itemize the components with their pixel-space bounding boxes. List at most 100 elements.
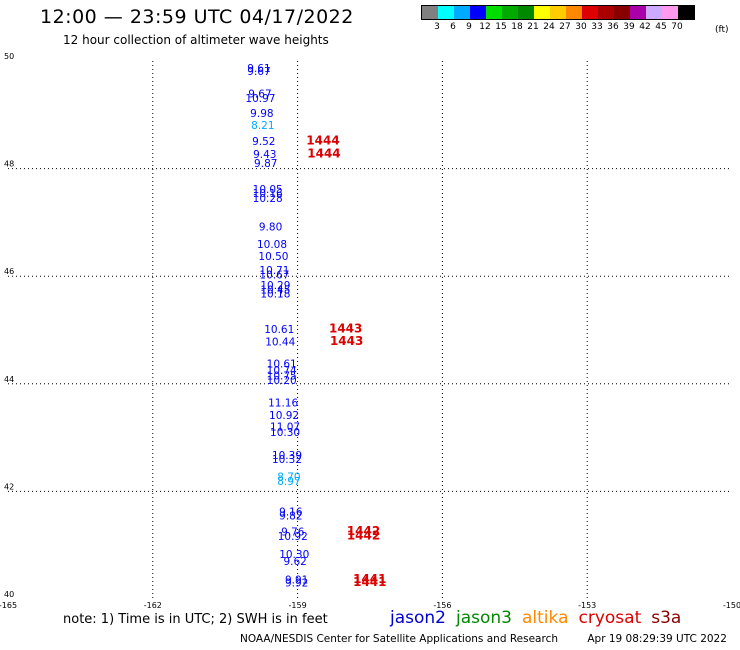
wave-height-value: 10.16 <box>253 188 283 200</box>
pass-number: 1442 <box>347 528 380 542</box>
wave-height-color-scale: 3 6 9 12 15 18 21 24 27 30 33 36 39 42 45 70 (ft) <box>421 5 729 35</box>
color-scale-label: 24 <box>543 22 555 32</box>
color-scale-swatch <box>678 6 694 19</box>
latitude-tick-label: 40 <box>4 590 14 599</box>
footer: NOAA/NESDIS Center for Satellite Applica… <box>240 633 727 645</box>
color-scale-swatch <box>486 6 502 19</box>
color-scale-label: 18 <box>511 22 523 32</box>
color-scale-swatches <box>421 5 695 20</box>
longitude-tick-label: -150 <box>723 601 740 610</box>
pass-number: 1441 <box>353 572 386 586</box>
mission-jason2: jason2 <box>390 608 446 628</box>
wave-height-value: 10.61 <box>264 324 294 336</box>
map-grid <box>8 61 732 599</box>
color-scale-swatch <box>630 6 646 19</box>
wave-height-value: 9.67 <box>247 66 270 78</box>
color-scale-label: 12 <box>479 22 491 32</box>
map-subtitle: 12 hour collection of altimeter wave hei… <box>63 33 329 47</box>
wave-height-value: 10.97 <box>245 93 275 105</box>
mission-s3a: s3a <box>651 608 682 628</box>
wave-height-value: 9.87 <box>254 158 277 170</box>
wave-height-value: 10.29 <box>260 280 290 292</box>
mission-legend: jason2 jason3 altika cryosat s3a <box>390 608 691 628</box>
color-scale-swatch <box>614 6 630 19</box>
wave-height-value: 10.45 <box>260 284 290 296</box>
color-scale-label: 9 <box>466 22 472 32</box>
color-scale-swatch <box>550 6 566 19</box>
latitude-tick-label: 44 <box>4 375 14 384</box>
latitude-tick-label: 42 <box>4 482 14 491</box>
wave-height-value: 10.71 <box>259 265 289 277</box>
color-scale-label: 33 <box>591 22 603 32</box>
color-scale-label: 21 <box>527 22 539 32</box>
color-scale-swatch <box>502 6 518 19</box>
wave-height-value: 9.61 <box>247 63 270 75</box>
wave-height-value: 10.50 <box>258 251 288 263</box>
map-title: 12:00 — 23:59 UTC 04/17/2022 <box>40 6 354 28</box>
color-scale-label: 6 <box>450 22 456 32</box>
wave-height-value: 8.70 <box>277 472 300 484</box>
pass-number: 1443 <box>329 322 362 336</box>
pass-number: 1444 <box>307 146 340 160</box>
color-scale-swatch <box>582 6 598 19</box>
wave-height-value: 10.18 <box>260 289 290 301</box>
color-scale-label: 3 <box>434 22 440 32</box>
color-scale-swatch <box>534 6 550 19</box>
wave-height-value: 10.30 <box>270 427 300 439</box>
wave-height-value: 11.16 <box>268 397 298 409</box>
wave-height-value: 10.75 <box>267 370 297 382</box>
color-scale-label: 42 <box>639 22 651 32</box>
units-note: note: 1) Time is in UTC; 2) SWH is in fe… <box>63 612 328 627</box>
latitude-tick-label: 46 <box>4 267 14 276</box>
color-scale-swatch <box>646 6 662 19</box>
wave-height-value: 11.07 <box>270 422 300 434</box>
color-scale-label: 45 <box>655 22 667 32</box>
wave-height-value: 10.05 <box>253 184 283 196</box>
wave-height-value: 10.39 <box>272 450 302 462</box>
color-scale-swatch <box>454 6 470 19</box>
color-scale-swatch <box>598 6 614 19</box>
wave-height-value: 10.08 <box>257 239 287 251</box>
wave-height-value: 10.61 <box>267 359 297 371</box>
longitude-tick-label: -159 <box>289 601 307 610</box>
wave-height-value: 10.44 <box>265 337 295 349</box>
wave-height-value: 9.76 <box>281 527 305 539</box>
wave-height-value: 10.32 <box>272 454 302 466</box>
wave-height-value: 9.16 <box>279 507 303 519</box>
pass-number: 1443 <box>330 334 363 348</box>
color-scale-swatch <box>518 6 534 19</box>
wave-height-value: 9.92 <box>285 578 308 590</box>
color-scale-swatch <box>566 6 582 19</box>
wave-height-value: 8.97 <box>277 476 300 488</box>
color-scale-label: 15 <box>495 22 507 32</box>
map-tick-labels: -165 -162 -159 -156 -153 -150 50 48 46 44 42 40 <box>0 52 740 610</box>
wave-height-observations: 9.619.679.6710.979.988.219.529.439.8710.… <box>245 63 309 590</box>
wave-height-value: 9.67 <box>248 89 271 101</box>
color-scale-label: 30 <box>575 22 587 32</box>
wave-height-value: 8.21 <box>251 120 274 132</box>
color-scale-swatch <box>662 6 678 19</box>
mission-cryosat: cryosat <box>578 608 642 628</box>
color-scale-swatch <box>438 6 454 19</box>
color-scale-swatch <box>470 6 486 19</box>
mission-jason3: jason3 <box>456 608 512 628</box>
pass-number: 1441 <box>353 575 386 589</box>
wave-height-value: 10.67 <box>259 269 289 281</box>
mission-altika: altika <box>522 608 569 628</box>
wave-height-value: 9.52 <box>252 136 275 148</box>
longitude-tick-label: -156 <box>433 601 451 610</box>
color-scale-label: 36 <box>607 22 619 32</box>
color-scale-unit: (ft) <box>715 25 729 35</box>
wave-height-value: 9.80 <box>259 221 282 233</box>
wave-height-value: 10.92 <box>269 410 299 422</box>
latitude-tick-label: 48 <box>4 160 14 169</box>
color-scale-label: 39 <box>623 22 635 32</box>
longitude-tick-label: -165 <box>0 601 17 610</box>
pass-number: 1442 <box>347 524 380 538</box>
wave-height-value: 9.43 <box>253 149 276 161</box>
color-scale-labels: 3 6 9 12 15 18 21 24 27 30 33 36 39 42 45 70 <box>421 20 695 32</box>
wave-height-value: 10.20 <box>267 375 297 387</box>
wave-height-value: 10.28 <box>253 193 283 205</box>
